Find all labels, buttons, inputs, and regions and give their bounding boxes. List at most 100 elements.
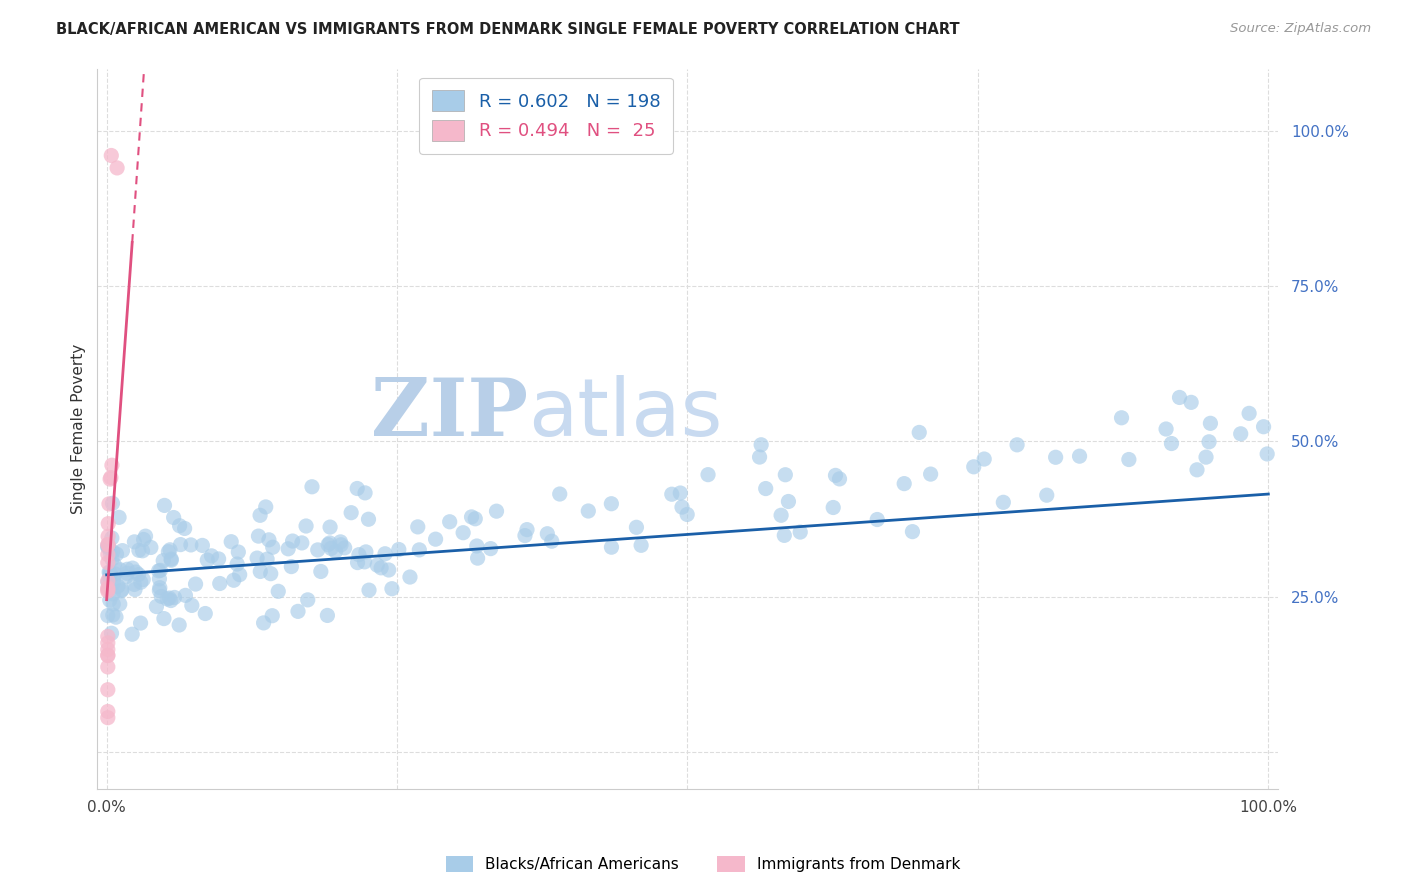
Point — [267, 584, 290, 599]
Point — [697, 467, 720, 482]
Point — [200, 549, 222, 563]
Point — [219, 534, 242, 549]
Point — [1035, 488, 1057, 502]
Point — [207, 552, 229, 566]
Point — [97, 705, 120, 719]
Point — [908, 425, 931, 440]
Point — [347, 548, 370, 562]
Point — [254, 500, 277, 514]
Point — [540, 534, 562, 549]
Point — [295, 519, 318, 533]
Point — [354, 486, 377, 500]
Point — [381, 582, 404, 596]
Y-axis label: Single Female Poverty: Single Female Poverty — [72, 343, 86, 514]
Point — [101, 531, 124, 545]
Point — [117, 562, 139, 576]
Point — [97, 642, 120, 657]
Point — [160, 552, 183, 566]
Point — [97, 575, 120, 590]
Point — [110, 583, 132, 598]
Point — [329, 534, 352, 549]
Point — [291, 536, 314, 550]
Point — [789, 524, 811, 539]
Point — [399, 570, 422, 584]
Point — [1256, 447, 1278, 461]
Point — [536, 526, 558, 541]
Point — [993, 495, 1015, 509]
Point — [97, 537, 120, 551]
Point — [100, 148, 122, 162]
Point — [97, 539, 120, 553]
Point — [513, 528, 536, 542]
Point — [148, 583, 170, 598]
Point — [1118, 452, 1140, 467]
Point — [97, 584, 120, 599]
Point — [100, 626, 122, 640]
Point — [1253, 419, 1275, 434]
Point — [194, 607, 217, 621]
Point — [824, 468, 846, 483]
Point — [1237, 406, 1260, 420]
Point — [346, 556, 368, 570]
Point — [1199, 417, 1222, 431]
Point — [1195, 450, 1218, 464]
Point — [97, 581, 120, 595]
Point — [260, 566, 283, 581]
Text: BLACK/AFRICAN AMERICAN VS IMMIGRANTS FROM DENMARK SINGLE FEMALE POVERTY CORRELAT: BLACK/AFRICAN AMERICAN VS IMMIGRANTS FRO… — [56, 22, 960, 37]
Point — [131, 543, 153, 558]
Point — [101, 496, 124, 510]
Point — [249, 565, 271, 579]
Point — [107, 579, 129, 593]
Point — [104, 566, 127, 581]
Point — [98, 472, 121, 486]
Point — [425, 532, 447, 546]
Point — [228, 545, 250, 559]
Point — [778, 494, 800, 508]
Point — [319, 541, 342, 556]
Point — [893, 476, 915, 491]
Point — [661, 487, 683, 501]
Point — [173, 521, 195, 535]
Point — [1180, 395, 1202, 409]
Point — [97, 556, 120, 570]
Point — [346, 482, 368, 496]
Point — [98, 566, 121, 580]
Point — [101, 587, 124, 601]
Point — [156, 591, 179, 606]
Point — [97, 497, 120, 511]
Point — [1111, 410, 1133, 425]
Point — [103, 558, 125, 572]
Point — [149, 581, 172, 595]
Point — [1160, 436, 1182, 450]
Point — [115, 566, 138, 581]
Point — [98, 593, 121, 607]
Point — [316, 608, 339, 623]
Point — [307, 542, 329, 557]
Point — [301, 480, 323, 494]
Point — [128, 567, 150, 582]
Point — [671, 500, 693, 515]
Point — [465, 539, 488, 553]
Point — [485, 504, 508, 518]
Point — [97, 516, 120, 531]
Point — [377, 563, 399, 577]
Point — [246, 551, 269, 566]
Point — [257, 533, 280, 547]
Point — [467, 551, 489, 566]
Point — [1154, 422, 1177, 436]
Point — [309, 565, 332, 579]
Point — [174, 588, 197, 602]
Point — [669, 486, 692, 500]
Point — [97, 529, 120, 543]
Point — [180, 599, 202, 613]
Point — [159, 542, 181, 557]
Point — [101, 607, 124, 622]
Point — [773, 528, 796, 542]
Point — [353, 555, 375, 569]
Point — [228, 567, 250, 582]
Point — [388, 542, 411, 557]
Point — [101, 552, 124, 566]
Point — [128, 543, 150, 558]
Point — [97, 541, 120, 555]
Point — [98, 567, 121, 582]
